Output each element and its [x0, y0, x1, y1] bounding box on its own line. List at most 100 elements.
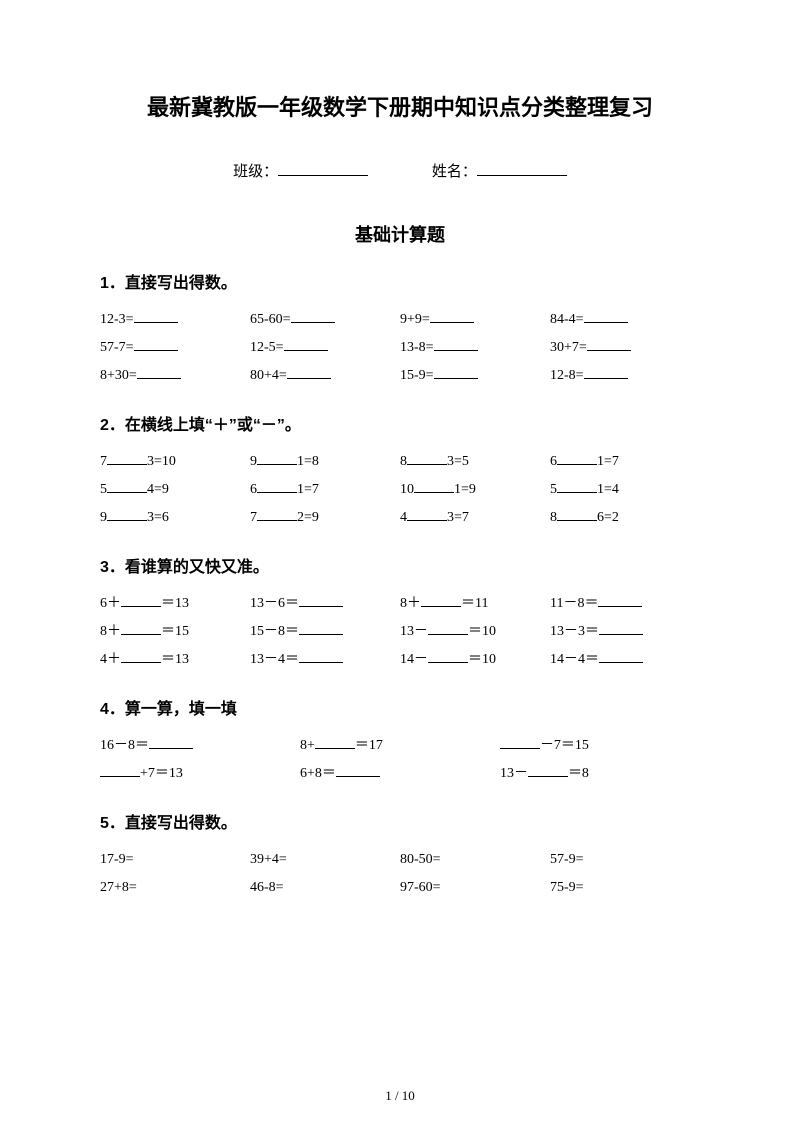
- answer-blank[interactable]: [557, 480, 597, 493]
- answer-blank[interactable]: [107, 480, 147, 493]
- problem-cell: 84-4=: [550, 307, 700, 333]
- q2-body: 73=1091=883=561=754=961=7101=951=493=672…: [100, 449, 700, 531]
- answer-blank[interactable]: [414, 480, 454, 493]
- answer-blank[interactable]: [284, 338, 328, 351]
- problem-cell: 73=10: [100, 449, 250, 475]
- answer-blank[interactable]: [257, 452, 297, 465]
- answer-blank[interactable]: [134, 310, 178, 323]
- answer-blank[interactable]: [299, 650, 343, 663]
- answer-blank[interactable]: [500, 736, 540, 749]
- section-title: 基础计算题: [100, 221, 700, 247]
- answer-blank[interactable]: [598, 594, 642, 607]
- student-info-row: 班级： 姓名：: [100, 160, 700, 181]
- problem-row: 4＋＝1313－4＝14－＝1014－4＝: [100, 647, 700, 673]
- problem-cell: 8＋＝15: [100, 619, 250, 645]
- problem-cell: 39+4=: [250, 847, 400, 873]
- problem-cell: 86=2: [550, 505, 700, 531]
- answer-blank[interactable]: [315, 736, 355, 749]
- answer-blank[interactable]: [257, 508, 297, 521]
- q1-heading: 1．直接写出得数。: [100, 269, 700, 293]
- answer-blank[interactable]: [407, 508, 447, 521]
- q4-heading: 4．算一算，填一填: [100, 695, 700, 719]
- answer-blank[interactable]: [584, 310, 628, 323]
- answer-blank[interactable]: [599, 622, 643, 635]
- problem-cell: 61=7: [250, 477, 400, 503]
- problem-cell: 17-9=: [100, 847, 250, 873]
- problem-cell: 30+7=: [550, 335, 700, 361]
- problem-cell: 80+4=: [250, 363, 400, 389]
- answer-blank[interactable]: [599, 650, 643, 663]
- problem-cell: 6＋＝13: [100, 591, 250, 617]
- answer-blank[interactable]: [137, 366, 181, 379]
- answer-blank[interactable]: [557, 452, 597, 465]
- q2-heading: 2．在横线上填“＋”或“－”。: [100, 411, 700, 435]
- answer-blank[interactable]: [407, 452, 447, 465]
- problem-cell: 4＋＝13: [100, 647, 250, 673]
- answer-blank[interactable]: [428, 622, 468, 635]
- answer-blank[interactable]: [421, 594, 461, 607]
- answer-blank[interactable]: [107, 452, 147, 465]
- problem-cell: 46-8=: [250, 875, 400, 901]
- problem-row: 8＋＝1515－8＝13－＝1013－3＝: [100, 619, 700, 645]
- problem-cell: 65-60=: [250, 307, 400, 333]
- problem-cell: 51=4: [550, 477, 700, 503]
- problem-cell: 15－8＝: [250, 619, 400, 645]
- problem-row: 17-9=39+4=80-50=57-9=: [100, 847, 700, 873]
- answer-blank[interactable]: [121, 594, 161, 607]
- answer-blank[interactable]: [291, 310, 335, 323]
- problem-row: 73=1091=883=561=7: [100, 449, 700, 475]
- problem-cell: 27+8=: [100, 875, 250, 901]
- problem-cell: 72=9: [250, 505, 400, 531]
- answer-blank[interactable]: [584, 366, 628, 379]
- problem-cell: +7＝13: [100, 761, 300, 787]
- class-blank[interactable]: [278, 161, 368, 176]
- answer-blank[interactable]: [257, 480, 297, 493]
- problem-cell: 14－＝10: [400, 647, 550, 673]
- q5-body: 17-9=39+4=80-50=57-9=27+8=46-8=97-60=75-…: [100, 847, 700, 901]
- problem-cell: 97-60=: [400, 875, 550, 901]
- answer-blank[interactable]: [299, 622, 343, 635]
- answer-blank[interactable]: [100, 764, 140, 777]
- problem-cell: 16－8＝: [100, 733, 300, 759]
- answer-blank[interactable]: [587, 338, 631, 351]
- answer-blank[interactable]: [134, 338, 178, 351]
- problem-cell: 12-8=: [550, 363, 700, 389]
- worksheet-page: 最新冀教版一年级数学下册期中知识点分类整理复习 班级： 姓名： 基础计算题 1．…: [0, 0, 800, 943]
- answer-blank[interactable]: [434, 338, 478, 351]
- name-blank[interactable]: [477, 161, 567, 176]
- q5-heading: 5．直接写出得数。: [100, 809, 700, 833]
- problem-row: 12-3=65-60=9+9=84-4=: [100, 307, 700, 333]
- answer-blank[interactable]: [336, 764, 380, 777]
- problem-cell: 101=9: [400, 477, 550, 503]
- answer-blank[interactable]: [121, 650, 161, 663]
- problem-cell: 13－6＝: [250, 591, 400, 617]
- answer-blank[interactable]: [434, 366, 478, 379]
- problem-cell: 75-9=: [550, 875, 700, 901]
- page-footer: 1 / 10: [0, 1088, 800, 1104]
- answer-blank[interactable]: [557, 508, 597, 521]
- answer-blank[interactable]: [121, 622, 161, 635]
- name-label: 姓名：: [432, 160, 477, 181]
- answer-blank[interactable]: [149, 736, 193, 749]
- answer-blank[interactable]: [528, 764, 568, 777]
- problem-cell: 11－8＝: [550, 591, 700, 617]
- answer-blank[interactable]: [107, 508, 147, 521]
- problem-cell: 13-8=: [400, 335, 550, 361]
- problem-cell: 91=8: [250, 449, 400, 475]
- problem-row: 8+30=80+4=15-9=12-8=: [100, 363, 700, 389]
- q3-body: 6＋＝1313－6＝8＋＝1111－8＝8＋＝1515－8＝13－＝1013－3…: [100, 591, 700, 673]
- problem-cell: 57-7=: [100, 335, 250, 361]
- answer-blank[interactable]: [430, 310, 474, 323]
- problem-cell: 13－3＝: [550, 619, 700, 645]
- problem-cell: 8+＝17: [300, 733, 500, 759]
- problem-cell: 14－4＝: [550, 647, 700, 673]
- problem-cell: 8+30=: [100, 363, 250, 389]
- answer-blank[interactable]: [299, 594, 343, 607]
- problem-row: 93=672=943=786=2: [100, 505, 700, 531]
- answer-blank[interactable]: [428, 650, 468, 663]
- answer-blank[interactable]: [287, 366, 331, 379]
- problem-cell: 12-3=: [100, 307, 250, 333]
- class-label: 班级：: [233, 160, 278, 181]
- problem-cell: 13－4＝: [250, 647, 400, 673]
- problem-cell: 8＋＝11: [400, 591, 550, 617]
